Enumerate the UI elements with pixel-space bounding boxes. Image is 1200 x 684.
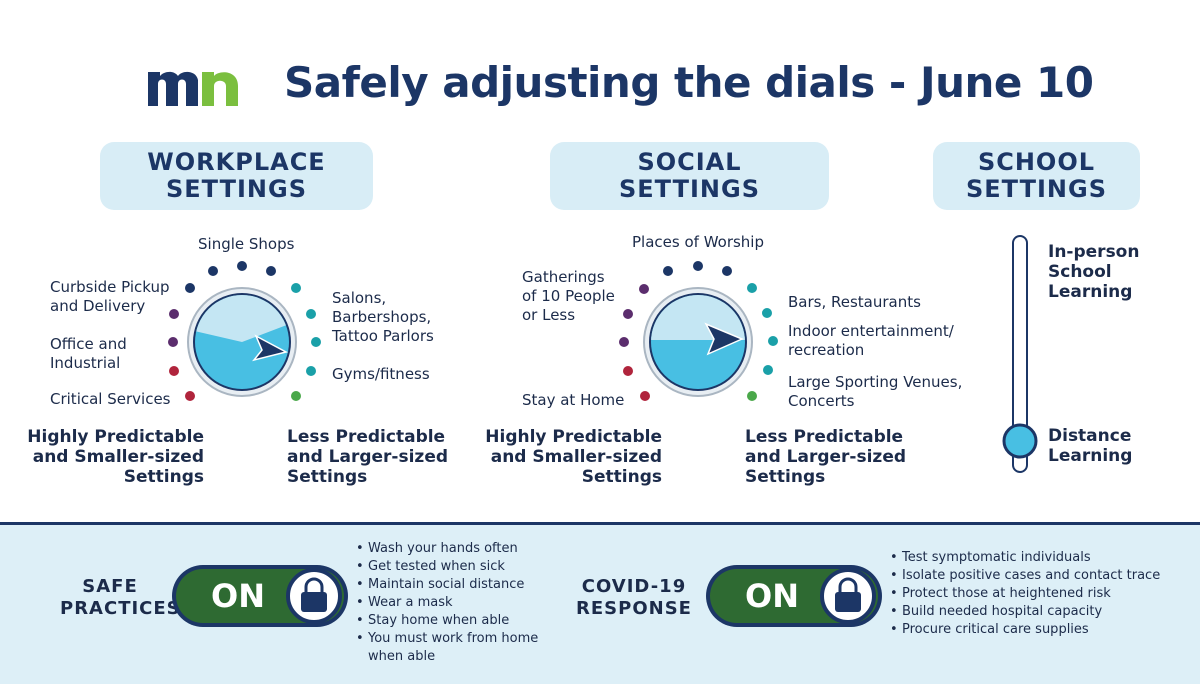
workplace-settings-heading: WORKPLACE SETTINGS: [100, 142, 373, 210]
dial-label-office: Office and Industrial: [50, 335, 127, 372]
list-item: Build needed hospital capacity: [890, 603, 1190, 621]
covid-response-label: COVID-19 RESPONSE: [576, 576, 692, 619]
list-item: Stay home when able: [356, 612, 556, 630]
list-item: Protect those at heightened risk: [890, 585, 1190, 603]
page-title: Safely adjusting the dials - June 10: [284, 58, 1094, 107]
dial-label-single-shops: Single Shops: [198, 235, 295, 253]
social-right-pole: Less Predictable and Larger-sized Settings: [745, 427, 907, 487]
workplace-dial-knob: [187, 287, 297, 397]
dial-label-stay-home: Stay at Home: [522, 391, 625, 409]
workplace-left-pole: Highly Predictable and Smaller-sized Setti…: [27, 427, 204, 487]
covid-response-toggle-text: ON: [745, 577, 799, 615]
safe-practices-toggle-text: ON: [211, 577, 265, 615]
mn-logo-icon: [148, 71, 238, 106]
covid-response-toggle: ON: [706, 565, 882, 627]
list-item: Wash your hands often: [356, 540, 556, 558]
school-slider: [1002, 235, 1038, 473]
dial-label-bars: Bars, Restaurants: [788, 293, 921, 311]
social-settings-heading: SOCIAL SETTINGS: [550, 142, 829, 210]
school-settings-heading: SCHOOL SETTINGS: [933, 142, 1140, 210]
dial-label-salons: Salons, Barbershops, Tattoo Parlors: [332, 289, 434, 345]
slider-label-in-person: In-person School Learning: [1048, 242, 1140, 302]
dial-label-worship: Places of Worship: [632, 233, 764, 251]
social-left-pole: Highly Predictable and Smaller-sized Setti…: [485, 427, 662, 487]
dial-label-gatherings: Gatherings of 10 People or Less: [522, 268, 615, 324]
workplace-dial-dots: [168, 261, 321, 401]
covid-response-list: Test symptomatic individuals Isolate pos…: [890, 549, 1190, 639]
list-item: Wear a mask: [356, 594, 556, 612]
safe-practices-toggle: ON: [172, 565, 348, 627]
slider-label-distance: Distance Learning: [1048, 426, 1133, 466]
dial-label-curbside: Curbside Pickup and Delivery: [50, 278, 170, 315]
list-item: Isolate positive cases and contact trace: [890, 567, 1190, 585]
list-item: Procure critical care supplies: [890, 621, 1190, 639]
dial-label-sporting: Large Sporting Venues, Concerts: [788, 373, 963, 410]
list-item: You must work from home when able: [356, 630, 556, 666]
dial-label-gyms: Gyms/fitness: [332, 365, 430, 383]
lock-icon: [301, 577, 327, 612]
lock-icon: [835, 577, 861, 612]
safe-practices-list: Wash your hands often Get tested when si…: [356, 540, 556, 666]
dial-label-indoor: Indoor entertainment/recreation: [788, 322, 954, 359]
dial-label-critical: Critical Services: [50, 390, 171, 408]
social-dial-dots: [619, 261, 778, 401]
social-dial-knob: [643, 287, 753, 397]
list-item: Maintain social distance: [356, 576, 556, 594]
list-item: Get tested when sick: [356, 558, 556, 576]
safe-practices-label: SAFE PRACTICES: [60, 576, 181, 619]
workplace-right-pole: Less Predictable and Larger-sized Settings: [287, 427, 449, 487]
list-item: Test symptomatic individuals: [890, 549, 1190, 567]
